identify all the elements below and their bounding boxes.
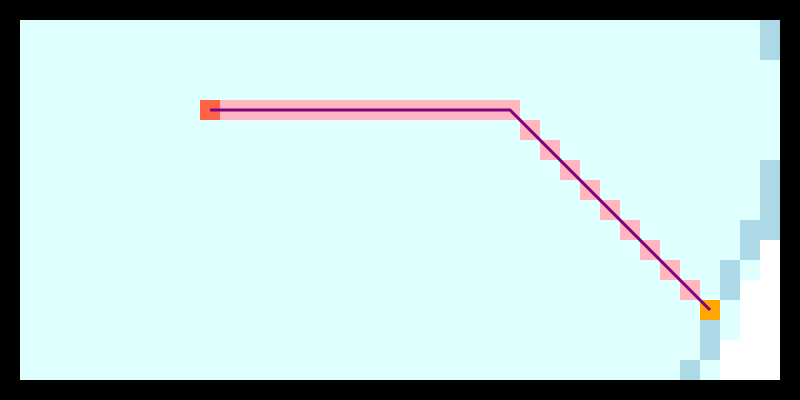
boundary-cell xyxy=(760,220,780,240)
outside-cell xyxy=(740,360,760,380)
boundary-cell xyxy=(760,200,780,220)
boundary-cell xyxy=(720,260,740,280)
boundary-cell xyxy=(740,220,760,240)
outside-cell xyxy=(760,320,780,340)
boundary-cell xyxy=(680,360,700,380)
boundary-cell xyxy=(700,320,720,340)
outside-cell xyxy=(720,340,740,360)
outside-cell xyxy=(760,280,780,300)
boundary-cell xyxy=(700,340,720,360)
boundary-cell xyxy=(760,20,780,40)
boundary-cell xyxy=(760,180,780,200)
boundary-cell xyxy=(720,280,740,300)
outside-cell xyxy=(760,360,780,380)
outside-cell xyxy=(720,360,740,380)
outside-cell xyxy=(740,340,760,360)
outside-cell xyxy=(740,300,760,320)
outside-cell xyxy=(760,240,780,260)
boundary-cell xyxy=(760,40,780,60)
outside-cell xyxy=(740,320,760,340)
outside-cell xyxy=(760,300,780,320)
boundary-cell xyxy=(760,160,780,180)
route-line xyxy=(210,108,712,312)
boundary-cell xyxy=(740,240,760,260)
outside-cell xyxy=(760,260,780,280)
outside-cell xyxy=(740,280,760,300)
outside-cell xyxy=(760,340,780,360)
open-water-field[interactable] xyxy=(20,20,780,380)
